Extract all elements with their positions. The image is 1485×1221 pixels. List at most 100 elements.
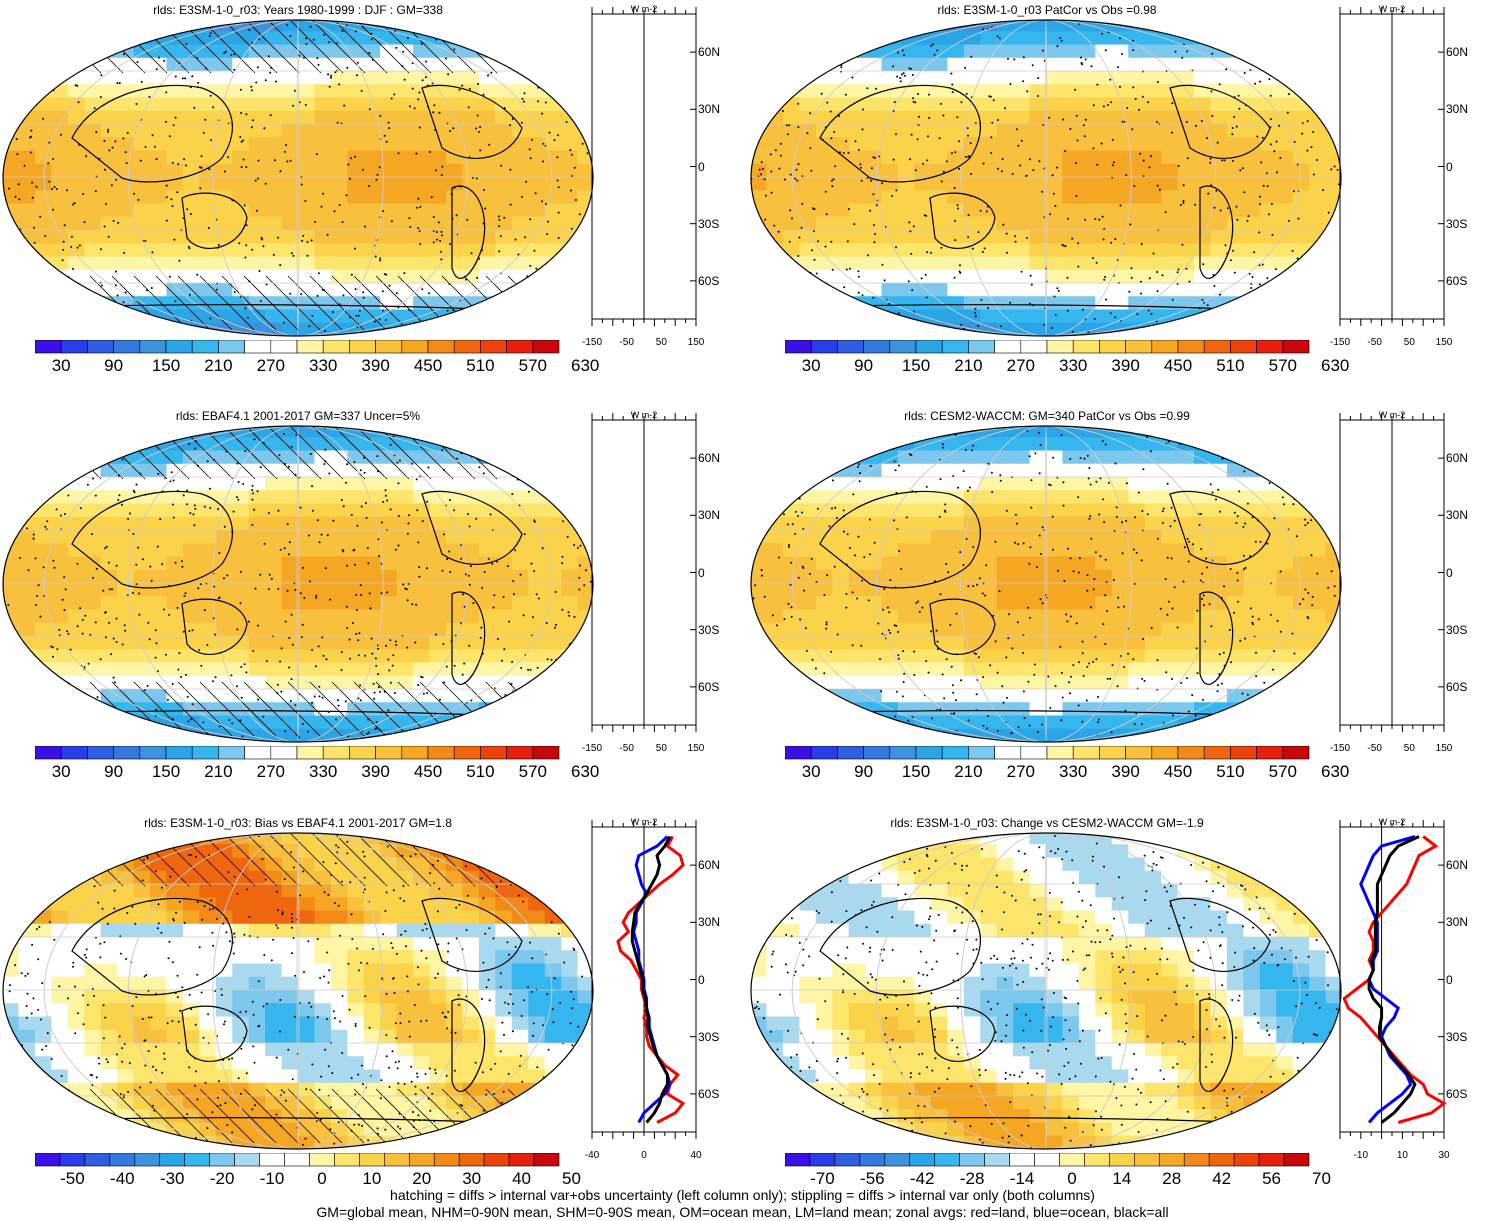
map-cell bbox=[446, 463, 464, 478]
map-cell bbox=[1062, 57, 1080, 72]
map-cell bbox=[914, 230, 932, 244]
stipple-dot bbox=[463, 605, 466, 608]
map-cell bbox=[528, 124, 546, 138]
hatch-line bbox=[3, 20, 36, 74]
stipple-dot bbox=[1096, 163, 1099, 166]
stipple-dot bbox=[928, 93, 930, 96]
map-cell bbox=[182, 636, 200, 650]
map-cell bbox=[446, 97, 464, 112]
stipple-dot bbox=[908, 221, 911, 224]
stipple-dot bbox=[899, 77, 902, 79]
stipple-dot bbox=[395, 46, 398, 49]
map-cell bbox=[429, 216, 447, 231]
hatch-line bbox=[199, 275, 256, 332]
stipple-dot bbox=[361, 426, 364, 429]
map-cell bbox=[363, 269, 381, 284]
stipple-dot bbox=[304, 199, 307, 202]
stipple-dot bbox=[239, 136, 242, 138]
stipple-dot bbox=[326, 534, 329, 537]
map-cell bbox=[133, 296, 151, 311]
map-cell bbox=[265, 516, 283, 531]
stipple-dot bbox=[830, 137, 833, 140]
map-cell bbox=[363, 31, 381, 46]
colorbar-segment bbox=[375, 340, 403, 354]
stipple-dot bbox=[810, 169, 813, 172]
stipple-dot bbox=[912, 100, 915, 103]
stipple-dot bbox=[563, 89, 566, 92]
stipple-dot bbox=[561, 562, 564, 565]
stipple-dot bbox=[951, 83, 954, 86]
stipple-dot bbox=[1279, 157, 1282, 159]
stipple-dot bbox=[1067, 217, 1069, 220]
map-cell bbox=[413, 609, 431, 624]
stipple-dot bbox=[31, 196, 34, 199]
map-cell bbox=[18, 57, 36, 72]
map-cell bbox=[117, 216, 135, 231]
stipple-dot bbox=[982, 162, 985, 165]
stipple-dot bbox=[579, 544, 582, 547]
map-cell bbox=[133, 322, 151, 336]
hatch-line bbox=[243, 426, 300, 480]
stipple-dot bbox=[62, 240, 65, 243]
stipple-dot bbox=[216, 18, 218, 19]
map-cell bbox=[1276, 44, 1294, 59]
stipple-dot bbox=[121, 643, 124, 646]
colorbar-segment bbox=[532, 340, 560, 354]
graticule-line bbox=[296, 426, 300, 742]
map-cell bbox=[248, 57, 266, 72]
map-cell bbox=[117, 569, 135, 584]
stipple-dot bbox=[561, 608, 564, 611]
stipple-dot bbox=[1092, 104, 1095, 107]
stipple-dot bbox=[294, 704, 297, 707]
stipple-dot bbox=[124, 291, 127, 294]
map-cell bbox=[462, 503, 480, 518]
map-cell bbox=[478, 569, 496, 584]
stipple-dot bbox=[971, 247, 974, 250]
stipple-dot bbox=[892, 158, 895, 161]
map-cell bbox=[963, 256, 981, 271]
map-cell bbox=[265, 177, 283, 191]
map-cell bbox=[347, 662, 365, 677]
stipple-dot bbox=[402, 583, 405, 586]
map-cell bbox=[1309, 44, 1327, 59]
stipple-dot bbox=[1030, 283, 1033, 286]
map-cell bbox=[18, 596, 36, 611]
map-cell bbox=[100, 715, 118, 730]
stipple-dot bbox=[449, 243, 452, 246]
map-cell bbox=[1194, 57, 1212, 72]
stipple-dot bbox=[1275, 140, 1278, 143]
map-cell bbox=[751, 243, 768, 258]
hatch-line bbox=[287, 20, 344, 74]
stipple-dot bbox=[583, 584, 586, 587]
map-cell bbox=[248, 97, 266, 112]
stipple-dot bbox=[170, 198, 173, 201]
map-cell bbox=[848, 243, 866, 258]
stipple-dot bbox=[534, 192, 537, 195]
stipple-dot bbox=[1121, 53, 1123, 55]
map-cell bbox=[84, 503, 102, 518]
map-cell bbox=[446, 203, 464, 218]
stipple-dot bbox=[980, 298, 983, 301]
stipple-dot bbox=[239, 88, 242, 91]
colorbar-segment bbox=[35, 340, 62, 354]
stipple-dot bbox=[797, 126, 800, 129]
map-cell bbox=[462, 97, 480, 112]
map-cell bbox=[1276, 177, 1294, 191]
map-cell bbox=[881, 243, 899, 258]
stipple-dot bbox=[38, 44, 41, 47]
stipple-dot bbox=[909, 29, 912, 32]
stipple-dot bbox=[967, 214, 970, 217]
map-cell bbox=[1292, 163, 1310, 178]
map-cell bbox=[232, 675, 250, 690]
map-cell bbox=[848, 57, 866, 72]
stipple-dot bbox=[380, 592, 383, 595]
map-cell bbox=[1111, 269, 1129, 284]
stipple-dot bbox=[18, 63, 21, 66]
map-cell bbox=[1309, 71, 1327, 85]
stipple-dot bbox=[44, 47, 46, 50]
map-cell bbox=[281, 256, 299, 271]
map-cell bbox=[330, 702, 348, 717]
stipple-dot bbox=[52, 158, 55, 160]
map-cell bbox=[248, 503, 266, 518]
map-cell bbox=[495, 203, 513, 218]
